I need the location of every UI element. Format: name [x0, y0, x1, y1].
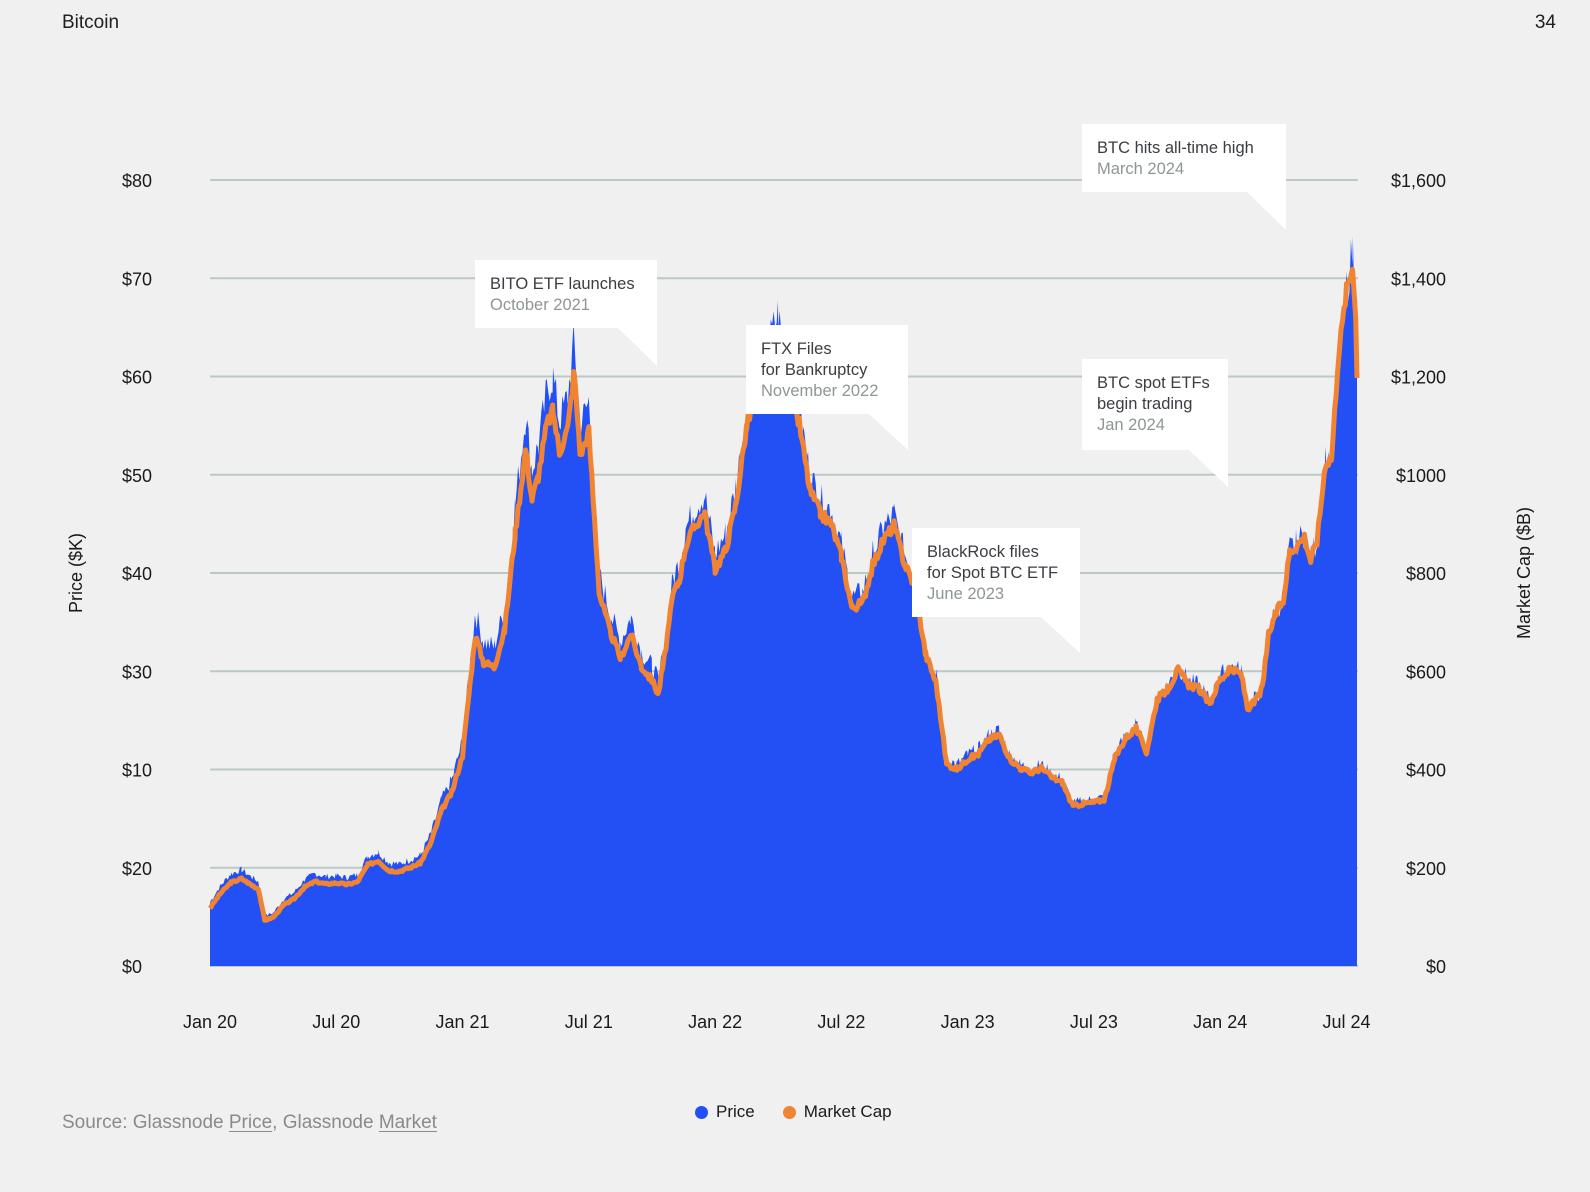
callout-box — [912, 528, 1080, 617]
y-tick-label: $60 — [122, 368, 152, 388]
callout-title: BlackRock files — [927, 543, 1039, 561]
y-axis-right: $0 $200 $400 $600 $800 $1000 $1,200 $1,400 $1,60… — [1391, 171, 1446, 977]
y-tick-label: $70 — [122, 269, 152, 289]
callout-tail — [1189, 450, 1228, 487]
callout-box — [1082, 359, 1228, 450]
x-tick-label: Jul 20 — [312, 1012, 360, 1032]
y2-tick-label: $1,600 — [1391, 171, 1446, 191]
annotations: BITO ETF launches October 2021 FTX Files fo… — [475, 124, 1286, 653]
x-tick-label: Jul 21 — [565, 1012, 613, 1032]
callout-tail — [869, 414, 908, 450]
callout-title: BTC spot ETFs — [1097, 374, 1210, 392]
source-middle: , Glassnode — [272, 1112, 379, 1133]
page-number: 34 — [1534, 12, 1556, 33]
legend: Price Market Cap — [695, 1102, 892, 1122]
callout-tail — [1041, 617, 1080, 653]
callout-box — [475, 260, 657, 328]
source-prefix: Source: Glassnode — [62, 1112, 229, 1133]
x-tick-label: Jul 22 — [817, 1012, 865, 1032]
x-tick-label: Jan 23 — [941, 1012, 995, 1032]
y2-tick-label: $1,400 — [1391, 269, 1446, 289]
y2-tick-label: $400 — [1406, 761, 1446, 781]
y2-tick-label: $800 — [1406, 564, 1446, 584]
source-link-market[interactable]: Market — [378, 1112, 437, 1133]
callout-tail — [1247, 192, 1286, 230]
annotation-callout: BITO ETF launches October 2021 — [475, 260, 657, 366]
callout-date: November 2022 — [761, 382, 878, 400]
y-tick-label: $50 — [122, 466, 152, 486]
x-axis: Jan 20 Jul 20 Jan 21 Jul 21 Jan 22 Jul 22 Jan … — [183, 1012, 1371, 1032]
annotation-callout: BlackRock files for Spot BTC ETF June 2023 — [912, 528, 1080, 653]
y-tick-label: $0 — [122, 957, 142, 977]
x-tick-label: Jul 24 — [1322, 1012, 1370, 1032]
section-title: Bitcoin — [62, 12, 120, 33]
callout-title: for Spot BTC ETF — [927, 564, 1058, 582]
legend-market-cap-label: Market Cap — [803, 1102, 892, 1121]
y-tick-label: $80 — [122, 171, 152, 191]
y2-axis-title: Market Cap ($B) — [1514, 507, 1534, 639]
callout-title: for Bankruptcy — [761, 361, 868, 379]
x-tick-label: Jan 21 — [436, 1012, 490, 1032]
source-note: Source: Glassnode Price, Glassnode Marke… — [62, 1112, 437, 1134]
x-tick-label: Jan 22 — [688, 1012, 742, 1032]
source-link-price[interactable]: Price — [228, 1112, 273, 1133]
y-tick-label: $40 — [122, 564, 152, 584]
callout-box — [1082, 124, 1286, 192]
callout-date: June 2023 — [927, 585, 1004, 603]
x-tick-label: Jul 23 — [1070, 1012, 1118, 1032]
callout-title: begin trading — [1097, 395, 1192, 413]
callout-tail — [618, 328, 657, 366]
y2-tick-label: $1,200 — [1391, 368, 1446, 388]
legend-item-market-cap: Market Cap — [782, 1102, 892, 1122]
y-axis-title: Price ($K) — [66, 533, 86, 613]
y-axis-left: $0 $20 $10 $30 $40 $50 $60 $70 $80 — [122, 171, 152, 977]
callout-date: Jan 2024 — [1097, 416, 1165, 434]
series-area — [210, 236, 1357, 966]
x-tick-label: Jan 20 — [183, 1012, 237, 1032]
annotation-callout: FTX Files for Bankruptcy November 2022 — [746, 325, 908, 450]
callout-date: October 2021 — [490, 296, 590, 314]
callout-title: BITO ETF launches — [490, 275, 635, 293]
legend-price-swatch — [695, 1105, 708, 1119]
y-tick-label: $30 — [122, 662, 152, 682]
y2-tick-label: $200 — [1406, 859, 1446, 879]
price-area — [210, 236, 1357, 966]
annotation-callout: BTC hits all-time high March 2024 — [1082, 124, 1286, 230]
legend-market-cap-swatch — [782, 1105, 796, 1119]
x-tick-label: Jan 24 — [1193, 1012, 1247, 1032]
callout-title: FTX Files — [761, 340, 832, 358]
y2-tick-label: $600 — [1406, 662, 1446, 682]
callout-box — [746, 325, 908, 414]
callout-title: BTC hits all-time high — [1097, 139, 1254, 157]
callout-date: March 2024 — [1097, 160, 1184, 178]
y-tick-label: $10 — [122, 761, 152, 781]
y2-tick-label: $1000 — [1396, 466, 1446, 486]
y-tick-label: $20 — [122, 859, 152, 879]
legend-item-price: Price — [695, 1102, 755, 1122]
legend-price-label: Price — [716, 1102, 755, 1121]
annotation-callout: BTC spot ETFs begin trading Jan 2024 — [1082, 359, 1228, 487]
y2-tick-label: $0 — [1426, 957, 1446, 977]
